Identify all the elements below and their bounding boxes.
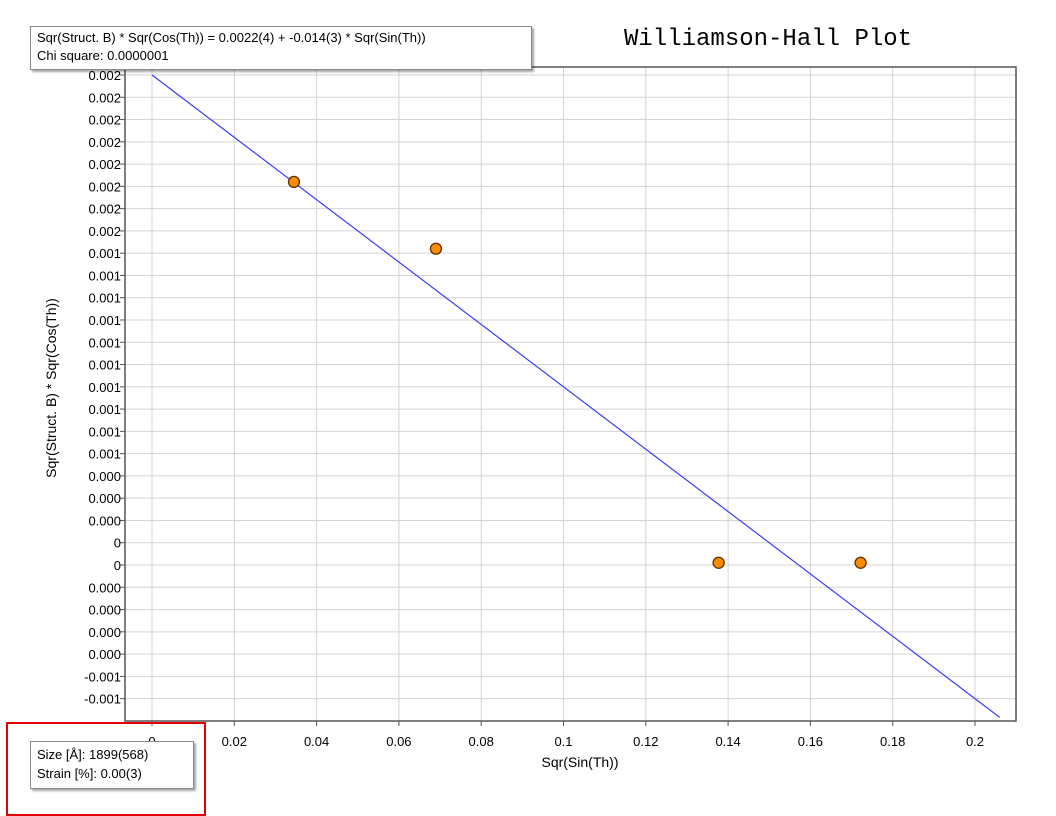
fit-equation: Sqr(Struct. B) * Sqr(Cos(Th)) = 0.0022(4…: [37, 30, 426, 45]
data-point[interactable]: [287, 175, 301, 189]
x-tick-label: 0.14: [715, 734, 740, 749]
x-tick-label: 0.18: [880, 734, 905, 749]
y-tick-label: 0: [114, 536, 121, 551]
fit-equation-tooltip: Sqr(Struct. B) * Sqr(Cos(Th)) = 0.0022(4…: [30, 26, 532, 70]
y-tick-label: 0.001: [88, 402, 121, 417]
x-tick-label: 0.16: [798, 734, 823, 749]
y-tick-label: 0.000: [88, 580, 121, 595]
strain-value: Strain [%]: 0.00(3): [37, 766, 142, 781]
x-tick-label: 0.2: [966, 734, 984, 749]
size-value: Size [Å]: 1899(568): [37, 747, 149, 762]
y-tick-label: 0.002: [88, 90, 121, 105]
x-axis-ticks: 00.020.040.060.080.10.120.140.160.180.2: [148, 721, 984, 749]
stats-highlight-frame: [6, 722, 206, 816]
y-tick-label: 0.000: [88, 513, 121, 528]
y-tick-label: 0: [114, 558, 121, 573]
data-point[interactable]: [712, 556, 725, 569]
y-tick-label: 0.000: [88, 625, 121, 640]
x-tick-label: 0.06: [386, 734, 411, 749]
x-tick-label: 0.08: [469, 734, 494, 749]
y-tick-label: 0.001: [88, 358, 121, 373]
y-tick-label: 0.002: [88, 68, 121, 83]
x-axis-label: Sqr(Sin(Th)): [541, 754, 618, 770]
data-points: [287, 175, 867, 569]
y-tick-label: 0.002: [88, 113, 121, 128]
y-tick-label: -0.001: [84, 669, 121, 684]
y-tick-label: 0.001: [88, 447, 121, 462]
x-tick-label: 0.02: [222, 734, 247, 749]
y-tick-label: 0.000: [88, 647, 121, 662]
y-tick-label: 0.000: [88, 603, 121, 618]
data-point[interactable]: [429, 242, 443, 255]
y-axis-ticks: 0.002 0.002 0.002 0.002 0.002 0.002 0.002 0.002…: [84, 68, 125, 707]
y-axis-label: Sqr(Struct. B) * Sqr(Cos(Th)): [43, 298, 59, 478]
y-tick-label: 0.001: [88, 335, 121, 350]
y-tick-label: 0.001: [88, 380, 121, 395]
y-tick-label: 0.001: [88, 246, 121, 261]
x-tick-label: 0.12: [633, 734, 658, 749]
y-tick-label: 0.001: [88, 291, 121, 306]
y-tick-label: 0.000: [88, 469, 121, 484]
y-tick-label: 0.000: [88, 491, 121, 506]
grid-lines: [125, 67, 1016, 721]
y-tick-label: -0.001: [84, 692, 121, 707]
fit-line: [151, 74, 1001, 718]
chi-square: Chi square: 0.0000001: [37, 48, 169, 63]
y-tick-label: 0.002: [88, 224, 121, 239]
y-tick-label: 0.001: [88, 313, 121, 328]
size-strain-box: Size [Å]: 1899(568) Strain [%]: 0.00(3): [30, 741, 194, 789]
y-tick-label: 0.002: [88, 157, 121, 172]
plot-area-frame: [124, 66, 1017, 722]
y-tick-label: 0.001: [88, 424, 121, 439]
y-tick-label: 0.001: [88, 268, 121, 283]
x-tick-label: 0.04: [304, 734, 329, 749]
chart-title: Williamson-Hall Plot: [624, 26, 913, 53]
y-tick-label: 0.002: [88, 202, 121, 217]
y-tick-label: 0.002: [88, 179, 121, 194]
x-tick-label: 0.1: [554, 734, 572, 749]
y-tick-label: 0.002: [88, 135, 121, 150]
data-point[interactable]: [854, 556, 867, 569]
